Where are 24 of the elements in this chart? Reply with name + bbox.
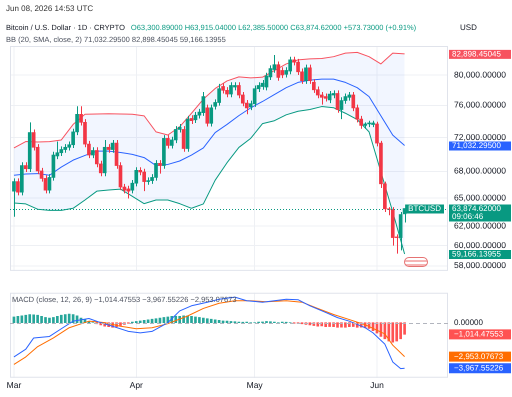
y-tick-label: 68,000.00000 bbox=[454, 166, 506, 176]
x-tick-label: May bbox=[246, 380, 264, 390]
text: 71,032.29500 bbox=[452, 141, 502, 150]
y-tick-label: 76,000.00000 bbox=[454, 100, 506, 110]
x-tick-label: Jun bbox=[370, 380, 384, 390]
y-tick-label: 62,000.00000 bbox=[454, 220, 506, 231]
y-tick-label: 65,000.00000 bbox=[454, 192, 506, 202]
text: 82,898.45045 bbox=[452, 50, 502, 59]
y-tick-label: −3,967.55226 bbox=[454, 363, 504, 372]
y-tick-label: 60,000.00000 bbox=[454, 240, 506, 250]
x-tick-label: Apr bbox=[130, 380, 144, 390]
y-tick-label: −2,953.07673 bbox=[454, 352, 504, 361]
annotation: BTCUSD bbox=[408, 204, 442, 214]
y-tick-label: 72,000.00000 bbox=[454, 132, 506, 142]
text: 09:06:46 bbox=[452, 212, 484, 222]
y-tick-label: −1,014.47553 bbox=[454, 330, 504, 339]
y-axis-title: USD bbox=[460, 23, 478, 32]
x-tick-label: Mar bbox=[6, 380, 22, 390]
ref-line-label: 63,874.62000 bbox=[452, 204, 502, 214]
text: Jun 08, 2026 14:53 UTC bbox=[6, 4, 94, 14]
y-tick-label: 80,000.00000 bbox=[454, 69, 506, 80]
text: 59,166.13955 bbox=[452, 250, 502, 259]
y-tick-label: 0.00000 bbox=[454, 318, 484, 327]
y-tick-label: 58,000.00000 bbox=[454, 260, 506, 270]
